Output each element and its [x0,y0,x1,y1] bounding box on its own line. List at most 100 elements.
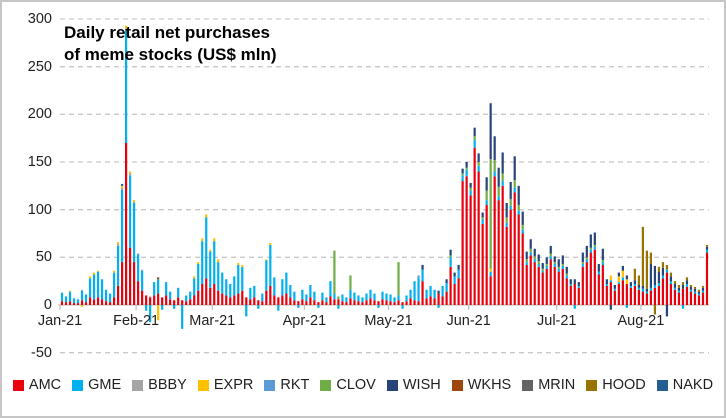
bar-WISH [461,168,464,174]
bar-AMC [637,289,640,305]
bar-WISH [493,136,496,161]
bar-EXPR [241,264,244,267]
bar-GME [357,295,360,302]
bar-AMC [173,300,176,305]
bar-GME [237,264,240,294]
bar-GME [60,292,64,302]
x-axis-label-jun-21: Jun-21 [446,313,491,329]
legend-item-hood: HOOD [586,377,646,393]
bar-CLOV [541,268,544,271]
bar-HOOD [649,252,653,265]
bar-AMC [625,284,628,305]
bar-GME [621,277,624,281]
bar-AMC [689,291,693,305]
bar-GME [84,294,88,303]
bar-AMC [80,300,84,305]
bar-GME [545,265,548,269]
bar-CLOV [585,257,588,260]
bar-GME [541,270,544,273]
bar-GME [633,284,636,286]
bar-AMC [197,290,200,305]
bar-AMC [133,262,136,305]
bar-AMC [421,281,424,305]
bar-GME [245,305,248,317]
bar-GME [125,30,128,143]
bar-AMC [681,288,685,305]
bar-GME [225,279,228,296]
bar-GME [177,287,180,298]
bar-GME [209,251,212,288]
bar-AMC [661,278,665,305]
bar-AMC [281,295,284,305]
bar-GME [493,171,496,177]
bar-AMC [60,301,64,305]
bar-GME [457,269,460,279]
bar-WISH [437,290,440,294]
bar-GME [161,305,164,310]
bar-AMC [193,295,196,305]
bar-AMC [425,298,428,305]
bar-EXPR [205,214,208,218]
bar-AMC [677,292,681,305]
bar-WISH [525,251,528,260]
legend-swatch-bbby [132,379,144,391]
bar-AMC [537,266,540,305]
bar-AMC [353,300,356,305]
bar-WISH [469,182,472,188]
chart-title: Daily retail net purchases of meme stock… [64,22,277,66]
bar-AMC [441,296,444,305]
bar-GME [625,305,628,308]
bar-WISH [581,252,584,263]
bar-AMC [609,282,612,305]
bar-AMC [493,176,496,305]
legend-swatch-mrin [522,379,534,391]
bar-WISH [457,264,460,270]
bar-WISH [585,245,588,258]
bar-GME [229,284,232,298]
bar-WISH [513,156,516,181]
legend-item-mrin: MRIN [522,377,575,393]
bar-EXPR [96,270,100,272]
bar-GME [397,295,400,301]
x-axis-label-jan-21: Jan-21 [37,313,83,329]
bar-GME [233,276,236,296]
bar-GME [121,189,124,263]
bar-GME [285,272,288,294]
bar-WISH [553,256,556,263]
bar-GME [585,259,588,263]
bar-AMC [373,300,376,305]
bar-AMC [301,299,304,305]
bar-EXPR [209,249,212,252]
x-axis-label-feb-21: Feb-21 [113,313,160,329]
bar-GME [68,291,72,302]
bar-AMC [129,247,132,305]
bar-AMC [245,297,248,305]
bar-EXPR [80,305,84,307]
bar-CLOV [509,199,512,206]
bar-WISH [453,272,456,277]
bar-AMC [88,297,92,305]
bar-WISH [661,267,665,276]
bar-WISH [549,245,552,254]
bar-HOOD [641,226,644,286]
bar-AMC [269,285,272,305]
bar-AMC [100,299,104,305]
bar-GME [289,284,292,298]
bar-HOOD [657,266,661,272]
bar-BBBY [80,289,84,291]
bar-AMC [357,301,360,305]
bar-AMC [673,289,677,305]
bar-CLOV [517,204,520,211]
bar-AMC [121,262,124,305]
bar-EXPR [133,200,136,203]
bar-GME [485,200,488,205]
bar-WKHS [157,277,160,280]
bar-AMC [261,301,264,305]
bar-GME [501,181,504,186]
legend-swatch-rkt [264,379,276,391]
bar-AMC [321,300,324,305]
bar-BBBY [137,253,140,255]
legend-swatch-hood [586,379,598,391]
bar-AMC [293,300,296,305]
bar-GME [108,293,112,303]
